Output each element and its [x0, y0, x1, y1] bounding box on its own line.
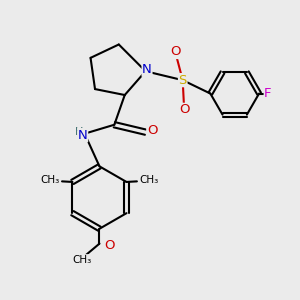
Text: O: O: [170, 45, 181, 58]
Text: N: N: [142, 63, 152, 76]
Text: H: H: [75, 127, 83, 137]
Text: N: N: [78, 129, 88, 142]
Text: O: O: [179, 103, 189, 116]
Text: F: F: [264, 87, 272, 100]
Text: CH₃: CH₃: [72, 255, 91, 265]
Text: O: O: [147, 124, 157, 137]
Text: CH₃: CH₃: [41, 176, 60, 185]
Text: CH₃: CH₃: [139, 176, 158, 185]
Text: S: S: [178, 74, 187, 87]
Text: O: O: [104, 238, 114, 252]
